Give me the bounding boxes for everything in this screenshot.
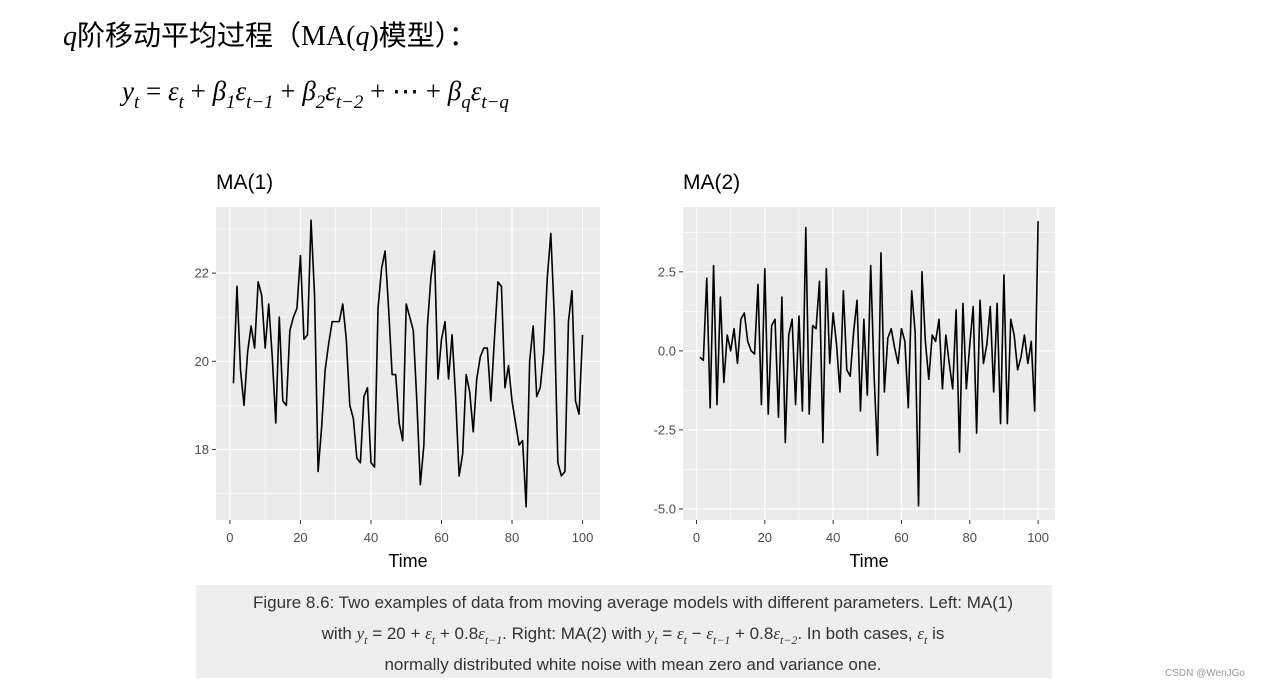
text-segment: ε — [236, 76, 247, 106]
text-segment: ε — [478, 624, 485, 643]
x-tick-label: 40 — [364, 530, 378, 545]
text-segment: . In both cases, — [797, 624, 917, 643]
caption-line: with yt = 20 + εt + 0.8εt−1. Right: MA(2… — [321, 624, 945, 647]
y-tick-label: 0.0 — [658, 343, 676, 358]
text-segment: ε — [325, 76, 336, 106]
subscript: t−1 — [246, 92, 273, 113]
x-tick-label: 60 — [894, 530, 908, 545]
x-tick-label: 60 — [434, 530, 448, 545]
x-tick-label: 100 — [1027, 530, 1049, 545]
subscript: q — [461, 92, 470, 113]
text-segment: + — [184, 76, 213, 106]
subscript: t — [364, 633, 368, 647]
y-tick-label: 20 — [195, 354, 209, 369]
data-line — [232, 219, 584, 508]
text-segment: = — [658, 624, 677, 643]
chart-title: MA(1) — [216, 171, 273, 194]
subscript: t−1 — [713, 633, 730, 647]
caption-line: normally distributed white noise with me… — [384, 655, 881, 674]
y-tick-label: -5.0 — [654, 501, 676, 516]
text-segment: y — [645, 624, 655, 643]
x-tick-label: 80 — [505, 530, 519, 545]
caption-box — [196, 585, 1052, 678]
text-segment: ε — [917, 624, 924, 643]
text-segment: = 20 + — [367, 624, 425, 643]
text-segment: is — [927, 624, 944, 643]
plot-panel — [216, 207, 600, 520]
heading: q阶移动平均过程（MA(q)模型）： — [63, 20, 477, 52]
text-segment: + — [274, 76, 303, 106]
text-segment: with — [321, 624, 357, 643]
text-segment: 阶移动平均过程（MA( — [77, 20, 355, 52]
subscript: t — [684, 633, 688, 647]
text-segment: y — [355, 624, 365, 643]
subscript: t−2 — [336, 92, 364, 113]
x-axis-label: Time — [849, 551, 888, 571]
text-segment: )模型）： — [369, 20, 476, 52]
text-segment: q — [63, 21, 77, 52]
text-segment: ε — [677, 624, 684, 643]
y-tick-label: 2.5 — [658, 264, 676, 279]
caption-line: Figure 8.6: Two examples of data from mo… — [253, 593, 1013, 612]
chart-title: MA(2) — [683, 171, 740, 194]
text-segment: normally distributed white noise with me… — [384, 655, 881, 674]
text-segment: = — [139, 76, 168, 106]
x-tick-label: 80 — [963, 530, 977, 545]
subscript: 1 — [226, 92, 235, 113]
x-tick-label: 20 — [758, 530, 772, 545]
text-segment: q — [355, 21, 369, 52]
subscript: t−q — [481, 92, 508, 113]
text-segment: + ⋯ + — [363, 76, 447, 106]
text-segment: − — [687, 624, 706, 643]
subscript: t — [134, 92, 140, 113]
text-segment: ε — [425, 624, 432, 643]
y-tick-label: 22 — [195, 266, 209, 281]
subscript: t — [432, 633, 436, 647]
text-segment: Figure 8.6: Two examples of data from mo… — [253, 593, 1013, 612]
text-segment: y — [119, 76, 134, 106]
subscript: t — [654, 633, 658, 647]
subscript: t — [924, 633, 928, 647]
text-segment: β — [447, 76, 462, 106]
subscript: t−2 — [780, 633, 797, 647]
text-segment: β — [301, 76, 316, 106]
text-segment: + 0.8 — [730, 624, 773, 643]
x-tick-label: 0 — [226, 530, 233, 545]
subscript: 2 — [316, 92, 326, 113]
text-segment: . Right: MA(2) with — [502, 624, 647, 643]
text-segment: ε — [706, 624, 713, 643]
x-tick-label: 100 — [572, 530, 594, 545]
subscript: t — [179, 92, 185, 113]
x-tick-label: 20 — [293, 530, 307, 545]
x-axis-label: Time — [388, 551, 427, 571]
x-tick-label: 40 — [826, 530, 840, 545]
x-tick-label: 0 — [693, 530, 700, 545]
y-tick-label: 18 — [195, 442, 209, 457]
formula: yt = εt + β1εt−1 + β2εt−2 + ⋯ + βqεt−q — [119, 76, 509, 113]
watermark: CSDN @WenJGo — [1165, 668, 1245, 679]
text-segment: + 0.8 — [435, 624, 478, 643]
data-line — [699, 221, 1039, 507]
text-segment: ε — [773, 624, 780, 643]
text-segment: ε — [168, 76, 179, 106]
y-tick-label: -2.5 — [654, 422, 676, 437]
text-segment: β — [212, 76, 227, 106]
text-segment: ε — [471, 76, 482, 106]
subscript: t−1 — [485, 633, 502, 647]
